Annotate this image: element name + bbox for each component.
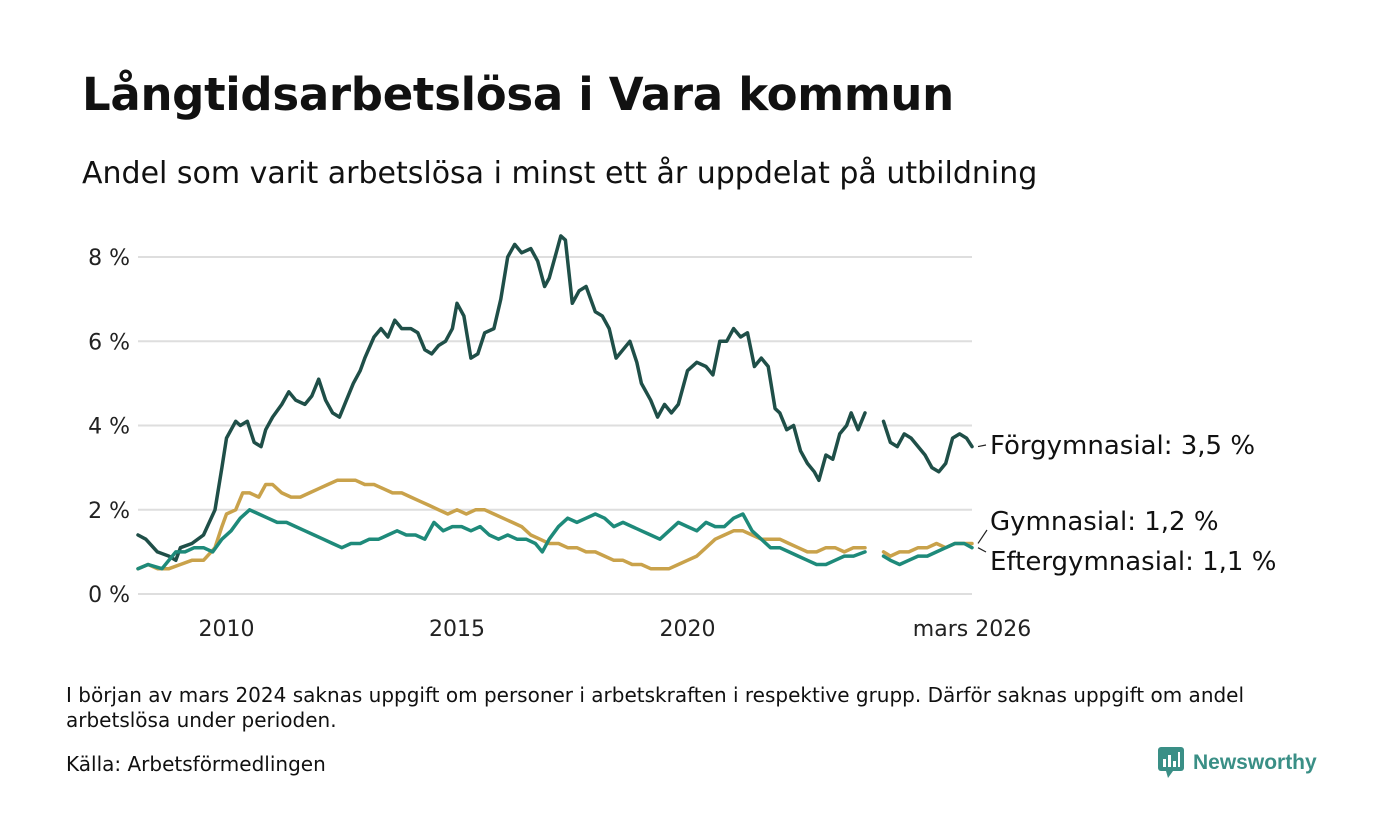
leader-line [977, 444, 987, 448]
series-end-label: Gymnasial: 1,2 % [990, 507, 1219, 537]
x-tick-label: 2010 [199, 617, 255, 642]
series-labels: Förgymnasial: 3,5 % Gymnasial: 1,2 % Efter… [977, 431, 1276, 577]
series-lines [136, 234, 974, 571]
chart-subtitle: Andel som varit arbetslösa i minst ett å… [82, 156, 1038, 191]
line-chart: 0 % 2 % 4 % 6 % 8 % 2010 2015 2020 mars 2026 För… [88, 234, 1276, 642]
y-tick-label: 6 % [88, 330, 130, 355]
series-line-eftergymnasial [881, 541, 974, 567]
leader-line [977, 529, 988, 544]
chart-title: Långtidsarbetslösa i Vara kommun [82, 68, 954, 121]
y-tick-label: 4 % [88, 415, 130, 440]
newsworthy-logo-icon [1158, 747, 1184, 778]
axis-labels: 0 % 2 % 4 % 6 % 8 % 2010 2015 2020 mars 2026 [88, 246, 1031, 642]
x-tick-label: 2020 [660, 617, 716, 642]
y-tick-label: 8 % [88, 246, 130, 271]
source-text: Källa: Arbetsförmedlingen [66, 752, 326, 776]
y-tick-label: 2 % [88, 499, 130, 524]
series-end-label: Eftergymnasial: 1,1 % [990, 547, 1276, 577]
y-tick-label: 0 % [88, 583, 130, 608]
series-line-gymnasial [136, 478, 867, 571]
series-line-eftergymnasial [136, 508, 867, 571]
brand-logo: Newsworthy [1158, 747, 1317, 779]
series-line-förgymnasial [136, 234, 867, 563]
x-tick-label: 2015 [429, 617, 485, 642]
leader-line [977, 547, 987, 553]
series-line-förgymnasial [881, 419, 974, 474]
footnote: I början av mars 2024 saknas uppgift om … [66, 683, 1245, 732]
series-end-label: Förgymnasial: 3,5 % [990, 431, 1255, 461]
x-tick-label: mars 2026 [913, 617, 1031, 642]
brand-name: Newsworthy [1193, 751, 1317, 774]
gridlines [138, 256, 972, 595]
